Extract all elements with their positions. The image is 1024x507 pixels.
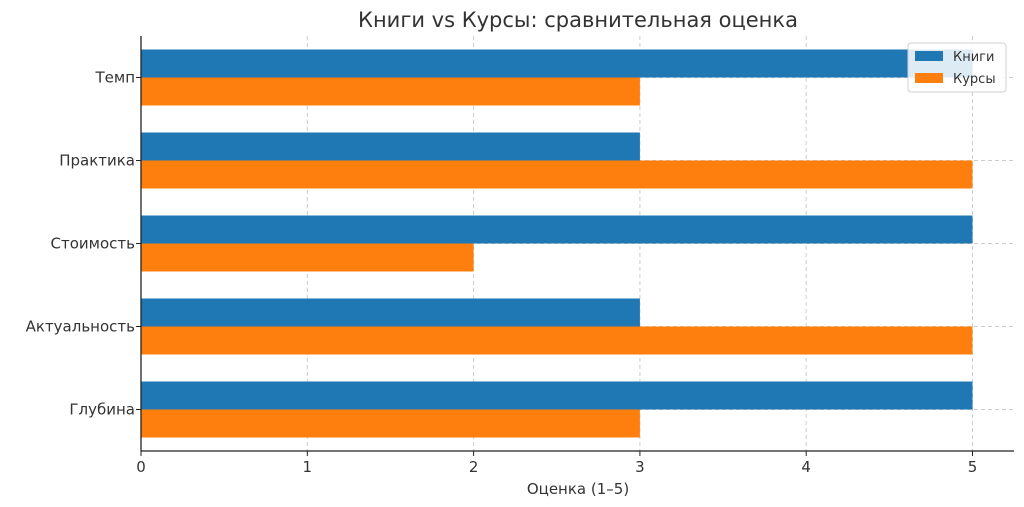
ticks: 0 1 2 3 4 5 Глубина Актуальность Стоимость Практи… bbox=[26, 69, 978, 477]
y-tick-label: Стоимость bbox=[51, 235, 135, 253]
x-tick-label: 3 bbox=[635, 458, 645, 476]
bar-courses bbox=[141, 77, 640, 106]
bar-courses bbox=[141, 243, 474, 272]
bar-books bbox=[141, 49, 973, 78]
y-tick-label: Глубина bbox=[69, 401, 135, 419]
y-tick-label: Актуальность bbox=[26, 318, 135, 336]
legend-label: Курсы bbox=[953, 72, 996, 87]
bars bbox=[141, 49, 973, 438]
bar-books bbox=[141, 215, 973, 244]
legend-swatch bbox=[915, 51, 943, 61]
legend-swatch bbox=[915, 73, 943, 83]
legend-label: Книги bbox=[953, 50, 994, 65]
bar-courses bbox=[141, 160, 973, 189]
y-tick-label: Темп bbox=[94, 69, 135, 87]
x-tick-label: 1 bbox=[303, 458, 313, 476]
x-tick-label: 0 bbox=[136, 458, 146, 476]
x-tick-label: 4 bbox=[801, 458, 811, 476]
x-tick-label: 2 bbox=[469, 458, 479, 476]
bar-courses bbox=[141, 409, 640, 438]
x-axis-label: Оценка (1–5) bbox=[527, 480, 629, 498]
x-tick-label: 5 bbox=[968, 458, 978, 476]
y-tick-label: Практика bbox=[59, 152, 135, 170]
bar-books bbox=[141, 298, 640, 327]
chart-title: Книги vs Курсы: сравнительная оценка bbox=[358, 8, 798, 32]
bar-books bbox=[141, 381, 973, 410]
bar-books bbox=[141, 132, 640, 161]
bar-courses bbox=[141, 326, 973, 355]
legend: Книги Курсы bbox=[907, 42, 1007, 93]
